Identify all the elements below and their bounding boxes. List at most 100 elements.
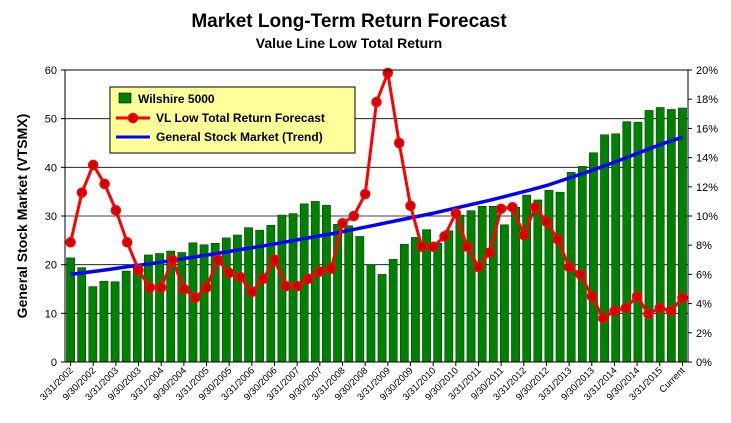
forecast-point <box>461 241 473 252</box>
forecast-point <box>654 302 666 314</box>
bar-wilshire <box>500 224 509 363</box>
bar-wilshire <box>255 229 265 363</box>
forecast-point <box>552 234 564 245</box>
forecast-point <box>246 286 258 298</box>
forecast-point <box>677 292 688 304</box>
y-axis-label: General Stock Market (VTSMX) <box>14 114 30 319</box>
bar-wilshire <box>577 166 587 363</box>
left-axis-ticks: 0 10 20 30 40 50 60 <box>45 65 65 369</box>
bar-wilshire <box>132 265 142 363</box>
forecast-point <box>665 305 677 317</box>
forecast-point <box>155 282 167 293</box>
forecast-point <box>507 201 518 213</box>
forecast-point <box>337 218 348 229</box>
forecast-point <box>178 283 190 295</box>
bar-wilshire <box>533 199 543 363</box>
forecast-point <box>631 291 643 302</box>
forecast-point <box>439 231 450 242</box>
forecast-point <box>518 229 530 241</box>
right-tick-label: 10% <box>696 211 718 223</box>
forecast-point <box>575 269 586 280</box>
forecast-point <box>235 272 246 283</box>
bar-wilshire <box>511 206 520 363</box>
right-tick-label: 6% <box>696 269 712 281</box>
forecast-point <box>529 201 541 213</box>
right-tick-label: 12% <box>696 182 718 194</box>
forecast-point <box>223 267 235 279</box>
bar-wilshire <box>77 267 87 363</box>
forecast-point <box>257 273 269 285</box>
forecast-point <box>405 200 416 212</box>
right-tick-label: 0% <box>696 357 712 369</box>
legend-label-wilshire: Wilshire 5000 <box>138 92 215 106</box>
bar-wilshire <box>121 270 131 363</box>
legend-swatch-wilshire <box>118 92 132 104</box>
left-tick-label: 40 <box>45 162 57 174</box>
legend-box <box>109 86 356 154</box>
left-tick-label: 30 <box>45 211 57 223</box>
bar-wilshire <box>88 286 98 363</box>
forecast-point <box>643 308 654 320</box>
forecast-point <box>291 280 303 292</box>
forecast-point <box>201 282 212 293</box>
bar-wilshire <box>377 274 387 363</box>
forecast-point <box>541 216 552 228</box>
bar-wilshire <box>355 236 365 363</box>
forecast-point <box>586 291 598 302</box>
forecast-point <box>325 263 337 274</box>
forecast-point <box>110 204 122 216</box>
bar-wilshire <box>199 244 209 363</box>
forecast-line-group <box>65 67 688 324</box>
forecast-point <box>303 273 314 285</box>
forecast-point <box>620 302 632 314</box>
chart-title: Market Long-Term Return Forecast <box>191 11 507 32</box>
forecast-point <box>609 305 620 317</box>
bar-wilshire <box>366 264 376 363</box>
bar-wilshire <box>99 280 109 363</box>
legend-marker-forecast <box>127 112 139 124</box>
left-tick-label: 10 <box>45 308 57 320</box>
forecast-point <box>495 203 507 214</box>
forecast-point <box>280 280 292 292</box>
forecast-point <box>359 188 371 200</box>
forecast-point <box>314 266 326 277</box>
bar-wilshire <box>411 237 420 363</box>
right-tick-label: 2% <box>696 328 712 340</box>
forecast-point <box>121 237 133 248</box>
forecast-point <box>133 264 144 276</box>
forecast-point <box>427 241 439 252</box>
chart-subtitle: Value Line Low Total Return <box>256 35 442 51</box>
bar-wilshire <box>110 281 120 363</box>
right-axis-ticks: 0% 2% 4% 6% 8% 10% 12% 14% 16% 18% 20% <box>688 65 718 369</box>
bar-wilshire <box>555 191 565 363</box>
bar-wilshire <box>233 234 242 363</box>
bar-wilshire <box>433 243 443 363</box>
bar-wilshire <box>466 210 476 363</box>
forecast-point <box>99 178 110 190</box>
forecast-point <box>484 247 496 258</box>
bar-wilshire <box>221 237 231 363</box>
right-tick-label: 8% <box>696 240 712 252</box>
bar-wilshire <box>633 121 643 363</box>
legend-label-trend: General Stock Market (Trend) <box>156 130 323 144</box>
left-tick-label: 50 <box>45 114 57 126</box>
bar-wilshire <box>600 134 609 363</box>
bar-wilshire <box>177 252 187 363</box>
forecast-point <box>473 261 484 273</box>
bar-wilshire <box>678 107 687 363</box>
forecast-point <box>393 137 405 149</box>
bar-wilshire <box>444 230 454 363</box>
bar-wilshire <box>666 109 676 363</box>
forecast-point <box>382 67 394 79</box>
left-tick-label: 60 <box>45 65 57 77</box>
bar-wilshire <box>399 243 409 363</box>
left-tick-label: 20 <box>45 260 57 272</box>
bar-wilshire <box>322 205 331 363</box>
forecast-point <box>76 187 88 198</box>
bar-wilshire <box>144 254 153 363</box>
forecast-point <box>450 207 462 219</box>
forecast-point <box>563 261 575 273</box>
left-tick-label: 0 <box>51 357 57 369</box>
right-tick-label: 16% <box>696 123 718 135</box>
